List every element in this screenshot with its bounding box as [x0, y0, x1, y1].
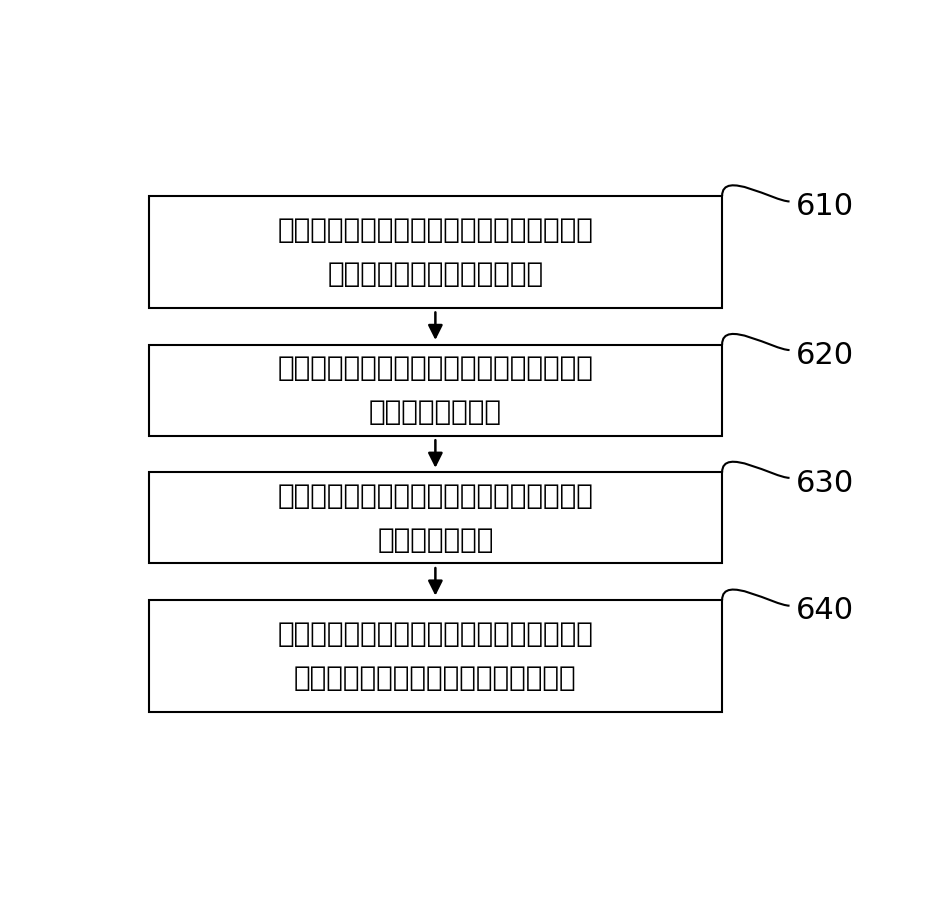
Text: 获取运行在所述上行轨道和下行轨道上的所
有列车的运行信息: 获取运行在所述上行轨道和下行轨道上的所 有列车的运行信息 [278, 354, 594, 426]
Text: 640: 640 [796, 596, 853, 626]
Text: 630: 630 [796, 468, 854, 498]
Text: 620: 620 [796, 341, 853, 369]
Bar [149, 196, 722, 307]
Text: 610: 610 [796, 192, 853, 221]
Text: 根据所述变通区域的允许通过方向以及每一
列车的行驶方向，控制每一列车的行驶: 根据所述变通区域的允许通过方向以及每一 列车的行驶方向，控制每一列车的行驶 [278, 620, 594, 692]
Text: 根据所述列车的运行信息设置所述变通区域
的允许通过方向: 根据所述列车的运行信息设置所述变通区域 的允许通过方向 [278, 482, 594, 554]
Bar [149, 601, 722, 712]
Bar [149, 344, 722, 435]
Bar [149, 473, 722, 564]
Text: 在所述上行轨道和所述下行轨道中的一条发
生故障时，获取变通进路信息: 在所述上行轨道和所述下行轨道中的一条发 生故障时，获取变通进路信息 [278, 216, 594, 288]
